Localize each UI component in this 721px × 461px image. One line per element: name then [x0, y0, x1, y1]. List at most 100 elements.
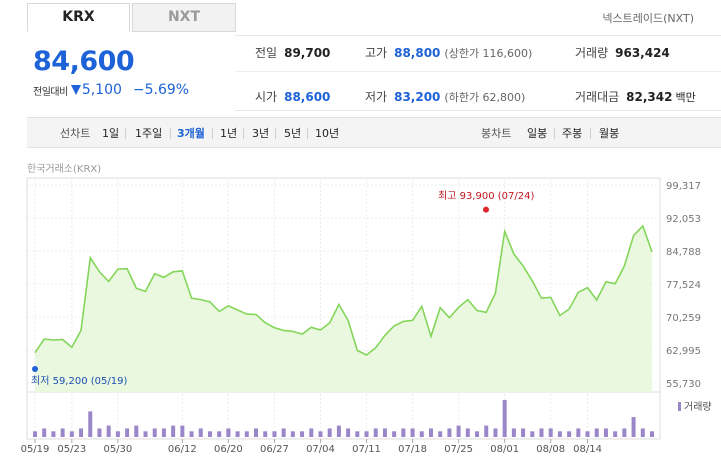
- period-1d[interactable]: 1일: [102, 127, 120, 140]
- volume-bar: [125, 428, 130, 437]
- stat-label: 거래대금: [575, 90, 620, 104]
- low-marker: [32, 366, 38, 372]
- period-1w[interactable]: 1주일: [135, 127, 163, 140]
- stat-low: 저가 83,200 (하한가 62,800): [365, 88, 525, 105]
- stat-value: 89,700: [284, 46, 331, 60]
- volume-bar: [539, 428, 544, 437]
- volume-bar: [263, 431, 268, 437]
- volume-bar: [447, 428, 452, 437]
- volume-bar: [189, 431, 194, 437]
- separator: [212, 128, 213, 139]
- stat-sub: (하한가 62,800): [444, 91, 526, 104]
- tab-nxt[interactable]: NXT: [132, 3, 236, 32]
- stat-value: 83,200: [394, 90, 441, 104]
- volume-bar: [336, 425, 341, 437]
- volume-bar: [235, 431, 240, 437]
- change-amount: 5,100: [81, 82, 122, 98]
- volume-bar: [382, 428, 387, 437]
- separator: [554, 128, 555, 139]
- separator: [125, 128, 126, 139]
- volume-legend-label: 거래량: [684, 401, 712, 413]
- volume-bar: [42, 428, 47, 437]
- candle-chart-label: 봉차트: [481, 127, 512, 140]
- stat-trade-value: 거래대금 82,342 백만: [575, 88, 696, 105]
- x-tick-label: 08/08: [536, 444, 565, 455]
- volume-bar: [530, 431, 535, 437]
- x-tick-label: 07/04: [306, 444, 335, 455]
- volume-bar: [428, 428, 433, 437]
- volume-bar: [97, 428, 102, 437]
- separator: [275, 128, 276, 139]
- volume-bar: [60, 428, 65, 437]
- x-tick-label: 07/18: [398, 444, 427, 455]
- separator: [590, 128, 591, 139]
- period-1y[interactable]: 1년: [220, 127, 238, 140]
- volume-bar: [419, 431, 424, 437]
- y-tick-label: 99,317: [666, 181, 701, 192]
- x-tick-label: 07/11: [352, 444, 381, 455]
- volume-bar: [511, 428, 516, 437]
- volume-bar: [115, 431, 120, 437]
- volume-bar: [346, 428, 351, 437]
- stat-value: 88,800: [394, 46, 441, 60]
- volume-bar: [272, 431, 277, 437]
- volume-bar: [585, 431, 590, 437]
- stats-divider: [235, 71, 721, 72]
- candle-daily[interactable]: 일봉: [527, 127, 548, 140]
- change-percent: −5.69%: [132, 82, 190, 98]
- volume-bar: [576, 428, 581, 437]
- volume-bar: [180, 425, 185, 437]
- stat-label: 전일: [255, 46, 278, 60]
- volume-bar: [106, 425, 111, 437]
- volume-bar: [226, 428, 231, 437]
- volume-bar: [438, 431, 443, 437]
- period-bar: 선차트 1일 1주일 3개월 1년 3년 5년 10년 봉차트 일봉 주봉 월봉: [27, 117, 721, 148]
- volume-bar: [456, 425, 461, 437]
- volume-bar: [502, 400, 507, 437]
- y-tick-label: 77,524: [666, 280, 701, 291]
- period-3y[interactable]: 3년: [252, 127, 270, 140]
- volume-bar: [143, 431, 148, 437]
- x-tick-label: 06/27: [260, 444, 289, 455]
- volume-bar: [650, 431, 654, 437]
- stat-sub: (상한가 116,600): [444, 47, 533, 60]
- volume-bar: [603, 428, 608, 437]
- volume-bar: [640, 428, 645, 437]
- y-tick-label: 55,730: [666, 379, 701, 390]
- y-tick-label: 84,788: [666, 247, 701, 258]
- separator: [243, 128, 244, 139]
- y-tick-label: 92,053: [666, 214, 701, 225]
- volume-bar: [33, 431, 37, 437]
- high-annotation: 최고 93,900 (07/24): [438, 190, 534, 202]
- volume-frame: [26, 391, 661, 440]
- candle-monthly[interactable]: 월봉: [599, 127, 620, 140]
- volume-bar: [51, 431, 56, 437]
- period-3m[interactable]: 3개월: [177, 127, 205, 140]
- tab-krx[interactable]: KRX: [27, 3, 130, 32]
- high-marker: [483, 206, 489, 213]
- price-line: [34, 224, 653, 356]
- candle-weekly[interactable]: 주봉: [562, 127, 583, 140]
- volume-legend-swatch: [678, 402, 681, 411]
- volume-bar: [484, 425, 489, 437]
- stat-label: 거래량: [575, 46, 609, 60]
- separator: [170, 128, 171, 139]
- volume-bar: [401, 428, 406, 437]
- price-area: [35, 226, 652, 392]
- volume-bar: [281, 428, 286, 437]
- y-tick-label: 62,995: [666, 346, 701, 357]
- volume-bar: [465, 428, 470, 437]
- stat-unit: 백만: [675, 91, 696, 104]
- line-chart-label: 선차트: [60, 127, 91, 140]
- nextrade-link[interactable]: 넥스트레이드(NXT): [602, 12, 694, 25]
- period-5y[interactable]: 5년: [284, 127, 302, 140]
- stats-panel: 전일 89,700 고가 88,800 (상한가 116,600) 거래량 963,42…: [235, 35, 721, 111]
- x-tick-label: 08/14: [573, 444, 602, 455]
- exchange-label: 한국거래소(KRX): [27, 164, 102, 175]
- period-10y[interactable]: 10년: [315, 127, 340, 140]
- volume-bar: [493, 428, 498, 437]
- y-tick-label: 70,259: [666, 313, 701, 324]
- volume-bar: [198, 428, 203, 437]
- volume-bar: [364, 431, 369, 437]
